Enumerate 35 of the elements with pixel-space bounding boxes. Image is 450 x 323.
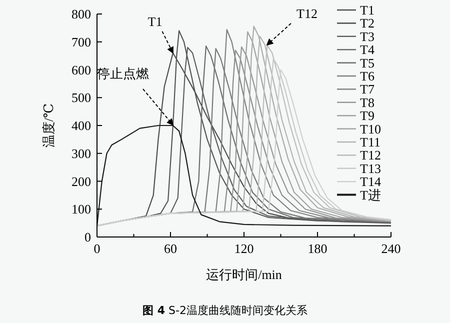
legend-label: T7 [360, 82, 375, 97]
y-tick-label: 800 [72, 6, 91, 22]
x-axis-title: 运行时间/min [206, 267, 282, 282]
legend-label: T10 [360, 121, 381, 136]
legend-label: T2 [360, 16, 374, 31]
legend-label: T进 [360, 187, 381, 202]
legend-label: T4 [360, 42, 375, 58]
legend-label: T3 [360, 28, 374, 44]
legend-label: T6 [360, 68, 375, 84]
x-tick-label: 180 [308, 241, 328, 256]
y-tick-label: 700 [72, 34, 91, 50]
annotation: 停止点燃 [97, 66, 149, 81]
y-tick-label: 300 [72, 146, 91, 161]
text: 图 4 S-2温度曲线随时间变化关系 [142, 304, 308, 317]
y-tick-label: 0 [84, 230, 91, 244]
legend-label: T8 [360, 94, 374, 110]
x-tick-label: 0 [94, 241, 100, 256]
x-tick-label: 120 [234, 241, 254, 256]
y-tick-label: 600 [72, 62, 91, 78]
legend-label: T1 [360, 2, 374, 18]
y-axis-title: 温度/℃ [41, 103, 56, 148]
annotation: T12 [296, 6, 318, 21]
legend-label: T13 [360, 160, 381, 176]
y-tick-label: 100 [72, 202, 91, 217]
x-tick-label: 60 [164, 241, 177, 256]
legend-label: T9 [360, 108, 374, 124]
legend-label: T12 [360, 148, 381, 163]
legend-label: T14 [360, 174, 382, 190]
y-tick-label: 200 [72, 174, 91, 189]
y-tick-label: 400 [72, 118, 91, 133]
annotation: T1 [148, 14, 162, 29]
legend-label: T5 [360, 55, 374, 70]
legend-label: T11 [360, 134, 380, 150]
x-tick-label: 240 [381, 241, 401, 256]
y-tick-label: 500 [72, 90, 91, 106]
